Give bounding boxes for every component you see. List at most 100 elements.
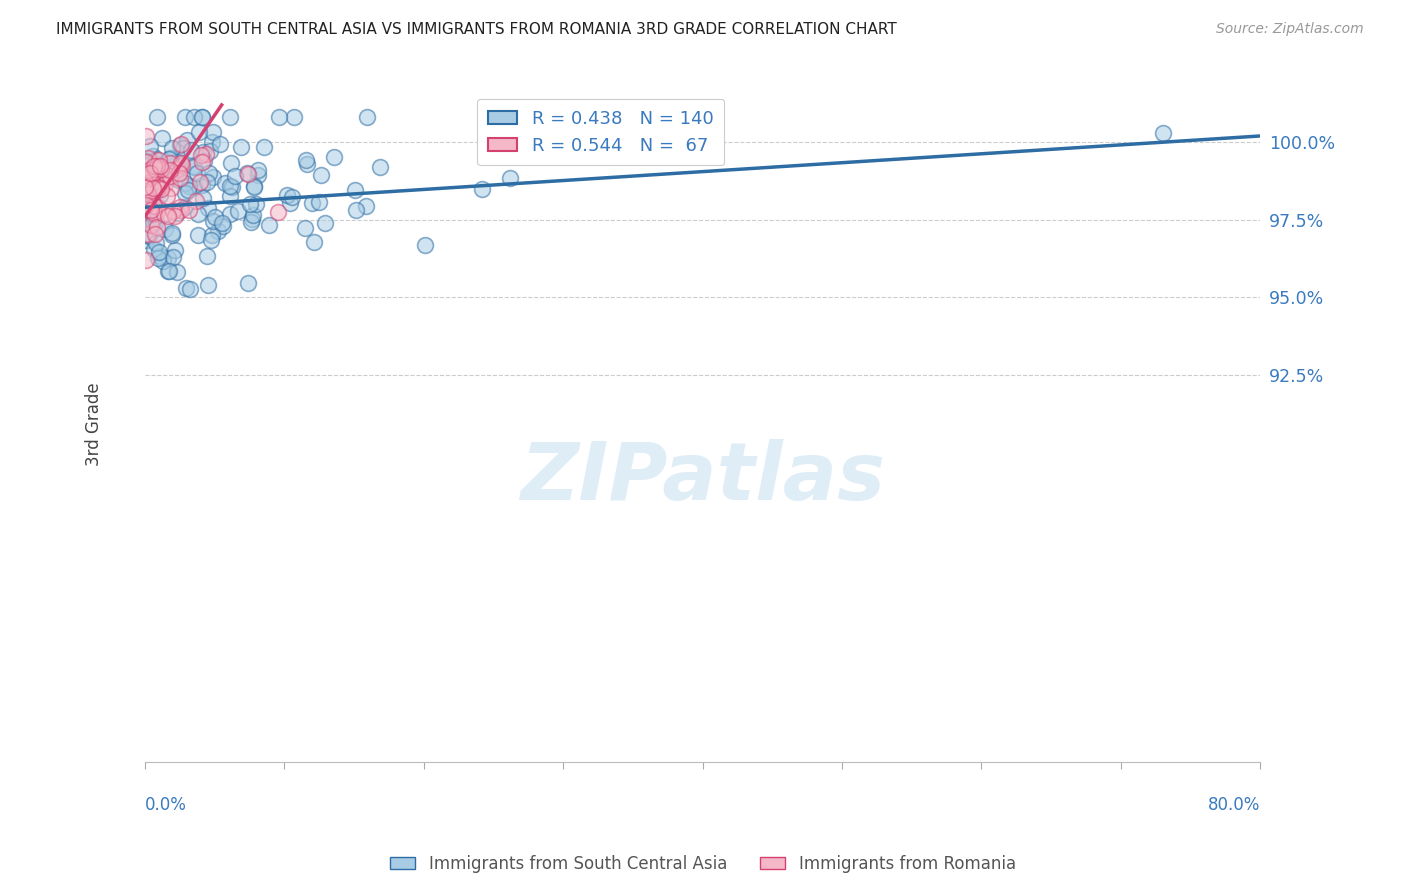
Point (145, 152, 167, 166)
Point (134, 180, 156, 194)
Point (242, 208, 264, 222)
Point (136, 152, 159, 166)
Point (143, 162, 166, 177)
Point (157, 152, 180, 166)
Text: 80.0%: 80.0% (1208, 796, 1260, 814)
Point (135, 198, 157, 212)
Point (219, 111, 242, 125)
Point (187, 125, 209, 139)
Point (159, 163, 181, 178)
Point (135, 186, 157, 200)
Point (146, 179, 169, 194)
Point (156, 170, 179, 185)
Point (135, 183, 157, 197)
Point (267, 111, 290, 125)
Legend: R = 0.438   N = 140, R = 0.544   N =  67: R = 0.438 N = 140, R = 0.544 N = 67 (478, 99, 724, 165)
Point (207, 224, 229, 238)
Point (163, 209, 186, 223)
Point (246, 168, 269, 182)
Point (208, 136, 231, 151)
Point (228, 203, 250, 218)
Point (143, 227, 166, 242)
Point (149, 182, 172, 196)
Point (146, 204, 169, 219)
Point (138, 166, 160, 180)
Point (229, 140, 252, 154)
Point (179, 202, 201, 217)
Point (471, 182, 494, 196)
Point (174, 186, 197, 200)
Point (148, 252, 170, 266)
Point (202, 125, 225, 139)
Point (153, 177, 176, 191)
Point (370, 160, 392, 174)
Point (294, 153, 316, 167)
Point (156, 209, 179, 223)
Point (174, 176, 197, 190)
Point (156, 263, 179, 277)
Point (135, 198, 157, 212)
Point (170, 155, 193, 169)
Point (183, 161, 205, 175)
Point (186, 194, 208, 208)
Point (257, 219, 280, 233)
Point (146, 180, 169, 194)
Point (195, 175, 218, 189)
Point (160, 159, 183, 173)
Point (135, 252, 157, 267)
Point (149, 188, 172, 202)
Point (354, 199, 377, 213)
Point (142, 165, 165, 179)
Point (197, 202, 219, 216)
Point (149, 179, 172, 194)
Point (174, 200, 197, 214)
Point (498, 170, 520, 185)
Point (138, 158, 160, 172)
Point (135, 233, 157, 247)
Point (135, 154, 157, 169)
Point (162, 204, 184, 219)
Point (143, 185, 166, 199)
Point (167, 166, 190, 180)
Point (246, 163, 269, 178)
Point (202, 214, 225, 228)
Point (145, 156, 167, 170)
Point (240, 211, 263, 226)
Point (152, 253, 174, 268)
Point (267, 205, 290, 219)
Point (187, 227, 209, 242)
Point (186, 166, 208, 180)
Point (159, 169, 181, 184)
Point (413, 238, 436, 252)
Point (174, 111, 197, 125)
Point (138, 229, 160, 244)
Point (211, 216, 233, 230)
Point (145, 235, 167, 250)
Point (239, 197, 262, 211)
Point (198, 145, 221, 159)
Point (155, 222, 177, 236)
Point (142, 207, 165, 221)
Point (245, 196, 267, 211)
Point (195, 249, 218, 263)
Point (146, 201, 169, 215)
Point (165, 159, 187, 173)
Point (190, 148, 212, 162)
Point (150, 162, 173, 177)
Point (204, 210, 226, 224)
Point (170, 203, 193, 218)
Point (142, 216, 165, 230)
Point (162, 250, 184, 264)
Point (139, 139, 162, 153)
Point (179, 179, 201, 194)
Point (344, 202, 367, 217)
Point (253, 140, 276, 154)
Point (134, 176, 156, 190)
Point (169, 137, 191, 152)
Point (162, 140, 184, 154)
Point (172, 141, 194, 155)
Point (236, 167, 259, 181)
Point (167, 173, 190, 187)
Point (188, 175, 211, 189)
Point (149, 171, 172, 186)
